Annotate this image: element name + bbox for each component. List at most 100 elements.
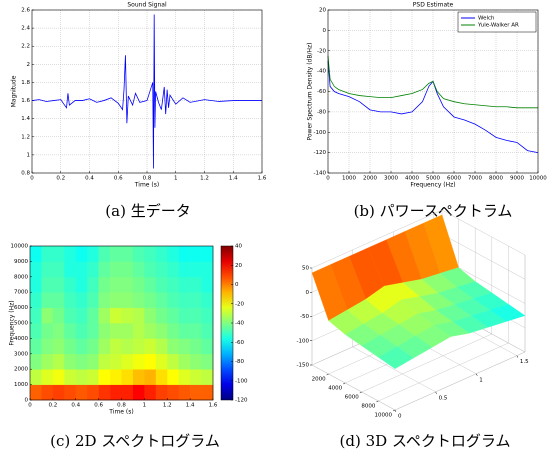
heatmap-cell — [167, 276, 179, 293]
x-tick-label: 1000 — [342, 176, 356, 182]
heatmap-cell — [110, 369, 122, 385]
x-tick-label: 0.6 — [114, 176, 123, 182]
x-tick-label: 8000 — [489, 176, 503, 182]
heatmap-cell — [132, 369, 145, 385]
heatmap-cell — [64, 369, 77, 385]
heatmap-cell — [30, 323, 42, 339]
heatmap-cell — [178, 323, 191, 339]
heatmap-cell — [201, 384, 214, 401]
colorbar-tick-label: 40 — [235, 244, 242, 250]
x-tick-label: 6000 — [447, 176, 461, 182]
heatmap-cell — [87, 307, 99, 324]
x-tick-label: 0.4 — [71, 403, 80, 409]
y-tick-label: -80 — [317, 109, 326, 115]
data-line — [327, 55, 538, 109]
heatmap-cell — [201, 307, 214, 324]
x-tick-label: 10000 — [529, 176, 547, 182]
heatmap-cell — [98, 276, 111, 293]
heatmap-cell — [52, 276, 65, 293]
y-axis-label: Power Spectrum Density (dB/Hz) — [307, 42, 314, 140]
y-tick-label: 1000 — [14, 382, 28, 388]
heatmap-cell — [132, 384, 145, 401]
heatmap-cell — [75, 276, 88, 293]
heatmap-cell — [201, 292, 214, 308]
x-tick-label: 1.4 — [229, 176, 238, 182]
heatmap-cell — [41, 307, 54, 324]
heatmap-cell — [121, 246, 134, 262]
heatmap-cell — [201, 276, 214, 293]
y-tick-label: 8000 — [361, 404, 375, 410]
y-tick — [326, 373, 329, 376]
heatmap-cell — [87, 323, 99, 339]
y-axis-label: Magnitude — [11, 75, 18, 107]
heatmap-cell — [121, 323, 134, 339]
x-tick-label: 0.6 — [94, 403, 103, 409]
heatmap-cell — [41, 276, 54, 293]
colorbar-tick-label: -60 — [235, 340, 244, 346]
z-tick-label: -100 — [297, 338, 310, 344]
x-tick-label: 1.4 — [186, 403, 195, 409]
heatmap-cell — [144, 261, 157, 278]
heatmap-cell — [52, 261, 65, 278]
heatmap-cell — [201, 246, 214, 262]
heatmap-cell — [132, 338, 145, 355]
heatmap-cell — [190, 246, 202, 262]
colorbar-tick-label: -40 — [235, 321, 244, 327]
x-tick — [516, 355, 519, 358]
heatmap-cell — [178, 276, 191, 293]
y-tick-label: 20 — [319, 8, 326, 14]
y-tick-label: -120 — [314, 150, 327, 156]
heatmap-cell — [98, 261, 111, 278]
y-tick-label: 2.6 — [21, 8, 30, 14]
grid-line — [441, 209, 526, 256]
y-tick-label: 1.4 — [21, 116, 30, 122]
heatmap-cell — [75, 292, 88, 308]
heatmap-cell — [52, 338, 65, 355]
x-axis-label: Time (s) — [134, 182, 159, 189]
heatmap-cell — [110, 323, 122, 339]
y-tick-label: 2000 — [312, 377, 326, 383]
heatmap-cell — [190, 292, 202, 308]
heatmap-cell — [64, 384, 77, 401]
heatmap-cell — [144, 323, 157, 339]
heatmap-cell — [30, 353, 42, 370]
plot-frame — [29, 245, 214, 401]
heatmap-cell — [64, 353, 77, 370]
x-tick-label: 7000 — [468, 176, 482, 182]
heatmap-cell — [30, 261, 42, 278]
x-tick-label: 0.8 — [117, 403, 126, 409]
heatmap-cell — [201, 261, 214, 278]
heatmap-cell — [52, 323, 65, 339]
heatmap-cell — [155, 246, 168, 262]
x-tick-label: 0 — [398, 414, 402, 420]
x-tick-label: 0 — [30, 176, 34, 182]
grid-line — [378, 342, 509, 402]
grid-line — [311, 364, 396, 411]
heatmap-cell — [190, 307, 202, 324]
heatmap-cell — [167, 338, 179, 355]
y-tick-label: 1.8 — [21, 80, 30, 86]
x-tick — [394, 409, 397, 413]
caption: (b) パワースペクトラム — [354, 202, 513, 220]
colorbar-tick-label: 20 — [235, 263, 242, 269]
x-tick-label: 1.6 — [258, 176, 267, 182]
y-tick-label: 4000 — [328, 386, 342, 392]
heatmap-cell — [75, 384, 88, 401]
heatmap-cell — [87, 369, 99, 385]
heatmap-cell — [121, 261, 134, 278]
heatmap-cell — [30, 246, 42, 262]
grid-line — [361, 333, 492, 393]
y-tick — [392, 409, 396, 412]
heatmap-cell — [155, 353, 168, 370]
heatmap-cell — [132, 246, 145, 262]
heatmap-cell — [98, 323, 111, 339]
heatmap-cell — [201, 369, 214, 385]
heatmap-cell — [178, 292, 191, 308]
heatmap-cell — [41, 369, 54, 385]
y-tick — [359, 391, 362, 394]
y-tick-label: 10000 — [11, 244, 29, 250]
heatmap-cell — [41, 338, 54, 355]
heatmap-cell — [178, 369, 191, 385]
heatmap-cell — [75, 307, 88, 324]
heatmap-cell — [64, 338, 77, 355]
